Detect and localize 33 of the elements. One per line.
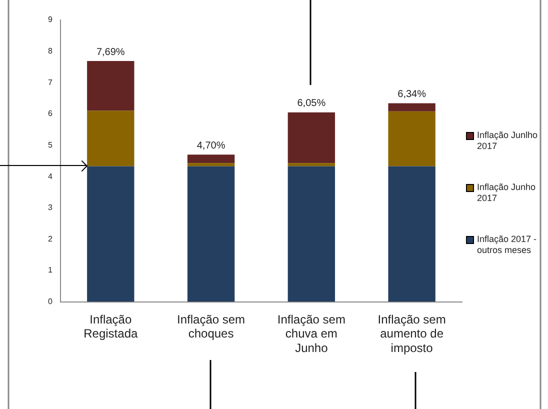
bar <box>288 166 336 302</box>
legend-label: Inflação Junho 2017 <box>477 182 537 204</box>
y-tick-label: 7 <box>48 78 53 87</box>
bar <box>87 166 134 302</box>
bar <box>388 103 436 112</box>
legend-label: Inflação Junlho 2017 <box>477 130 538 152</box>
total-label: 7,69% <box>96 46 125 58</box>
y-tick-label: 2 <box>48 234 53 244</box>
y-tick-label: 1 <box>48 266 53 275</box>
y-tick-label: 3 <box>48 203 53 212</box>
bar <box>288 163 336 166</box>
y-tick-label: 9 <box>48 15 53 24</box>
bar <box>87 61 134 111</box>
bar <box>87 110 134 166</box>
y-tick-label: 0 <box>48 297 53 306</box>
bar <box>288 112 336 164</box>
bar <box>388 111 436 166</box>
y-tick-label: 8 <box>48 46 53 56</box>
total-label: 4,70% <box>196 140 226 152</box>
bar <box>187 163 235 166</box>
legend-label: Inflação 2017 - outros meses <box>477 234 538 256</box>
total-label: 6,34% <box>398 89 426 100</box>
y-tick-label: 4 <box>48 172 53 181</box>
y-tick-label: 6 <box>48 109 53 118</box>
x-tick-label: Inflação Registada <box>84 312 138 341</box>
total-label: 6,05% <box>297 98 326 110</box>
x-tick-label: Inflação sem choques <box>177 312 246 341</box>
bar <box>187 166 235 302</box>
bar <box>388 166 436 302</box>
x-tick-label: Inflação sem chuva em Junho <box>277 312 346 356</box>
y-tick-label: 5 <box>48 140 53 150</box>
x-tick-label: Inflação sem aumento de imposto <box>378 312 446 356</box>
bar <box>187 154 235 164</box>
